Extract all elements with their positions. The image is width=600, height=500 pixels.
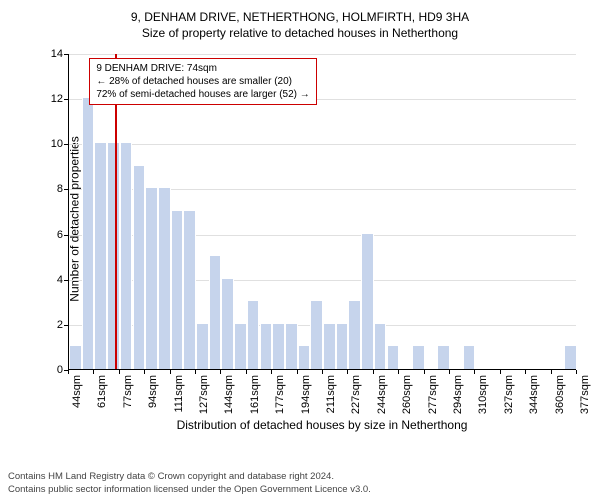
x-tick-label: 77sqm (122, 375, 134, 408)
x-tick-label: 61sqm (96, 375, 108, 408)
gridline (69, 54, 576, 55)
x-tick-label: 277sqm (427, 375, 439, 414)
histogram-bar (348, 301, 361, 369)
x-tick-label: 344sqm (528, 375, 540, 414)
info-line-2: ← 28% of detached houses are smaller (20… (96, 75, 309, 88)
y-tick-label: 2 (57, 319, 63, 331)
footer-line-2: Contains public sector information licen… (8, 484, 371, 496)
x-tick-mark (119, 370, 120, 374)
histogram-bar (120, 143, 133, 369)
histogram-bar (133, 166, 146, 369)
x-tick-mark (271, 370, 272, 374)
y-tick-label: 0 (57, 364, 63, 376)
histogram-bar (336, 324, 349, 369)
x-tick-mark (93, 370, 94, 374)
x-tick-mark (144, 370, 145, 374)
gridline (69, 144, 576, 145)
histogram-bar (196, 324, 209, 369)
info-box: 9 DENHAM DRIVE: 74sqm ← 28% of detached … (89, 58, 316, 105)
histogram-bar (94, 143, 107, 369)
y-tick-label: 12 (51, 93, 63, 105)
histogram-bar (221, 279, 234, 369)
histogram-bar (171, 211, 184, 369)
x-tick-label: 94sqm (147, 375, 159, 408)
histogram-bar (260, 324, 273, 369)
x-tick-label: 144sqm (223, 375, 235, 414)
x-tick-mark (297, 370, 298, 374)
x-axis: Distribution of detached houses by size … (68, 370, 576, 430)
x-tick-mark (246, 370, 247, 374)
x-tick-mark (525, 370, 526, 374)
x-tick-label: 111sqm (173, 375, 185, 413)
y-tick-label: 4 (57, 274, 63, 286)
footer: Contains HM Land Registry data © Crown c… (8, 471, 371, 496)
x-tick-mark (322, 370, 323, 374)
histogram-bar (412, 346, 425, 369)
x-tick-mark (68, 370, 69, 374)
x-tick-label: 360sqm (554, 375, 566, 414)
chart-title: 9, DENHAM DRIVE, NETHERTHONG, HOLMFIRTH,… (8, 10, 592, 24)
x-tick-mark (576, 370, 577, 374)
histogram-bar (437, 346, 450, 369)
x-tick-label: 194sqm (300, 375, 312, 414)
x-tick-mark (474, 370, 475, 374)
x-tick-mark (347, 370, 348, 374)
histogram-bar (323, 324, 336, 369)
x-tick-label: 227sqm (350, 375, 362, 414)
histogram-bar (158, 188, 171, 369)
histogram-bar (285, 324, 298, 369)
x-tick-label: 377sqm (579, 375, 591, 414)
y-tick-label: 10 (51, 138, 63, 150)
x-tick-mark (170, 370, 171, 374)
x-tick-label: 127sqm (198, 375, 210, 414)
x-tick-label: 294sqm (452, 375, 464, 414)
plot-area: 9 DENHAM DRIVE: 74sqm ← 28% of detached … (68, 54, 576, 370)
histogram-bar (209, 256, 222, 369)
histogram-bar (298, 346, 311, 369)
histogram-bar (145, 188, 158, 369)
x-tick-label: 161sqm (249, 375, 261, 414)
y-tick-label: 8 (57, 183, 63, 195)
x-tick-mark (500, 370, 501, 374)
histogram-bar (183, 211, 196, 369)
info-line-1: 9 DENHAM DRIVE: 74sqm (96, 62, 309, 75)
histogram-bar (310, 301, 323, 369)
histogram-bar (82, 98, 95, 369)
x-tick-label: 310sqm (477, 375, 489, 414)
chart-subtitle: Size of property relative to detached ho… (8, 26, 592, 40)
footer-line-1: Contains HM Land Registry data © Crown c… (8, 471, 371, 483)
x-tick-label: 327sqm (503, 375, 515, 414)
y-axis: 02468101214 (8, 54, 68, 370)
y-tick-label: 14 (51, 48, 63, 60)
histogram-bar (107, 143, 120, 369)
info-line-3: 72% of semi-detached houses are larger (… (96, 88, 309, 101)
x-axis-label: Distribution of detached houses by size … (68, 418, 576, 432)
y-tick-label: 6 (57, 229, 63, 241)
x-tick-mark (551, 370, 552, 374)
x-tick-mark (398, 370, 399, 374)
x-tick-mark (424, 370, 425, 374)
x-tick-mark (449, 370, 450, 374)
x-tick-label: 211sqm (325, 375, 337, 413)
histogram-bar (361, 234, 374, 369)
x-tick-label: 260sqm (401, 375, 413, 414)
x-tick-mark (373, 370, 374, 374)
histogram-bar (463, 346, 476, 369)
x-tick-label: 244sqm (376, 375, 388, 414)
histogram-bar (387, 346, 400, 369)
histogram-bar (247, 301, 260, 369)
histogram-bar (69, 346, 82, 369)
x-tick-mark (220, 370, 221, 374)
histogram-bar (272, 324, 285, 369)
histogram-bar (374, 324, 387, 369)
x-tick-mark (195, 370, 196, 374)
histogram-bar (234, 324, 247, 369)
x-tick-label: 44sqm (71, 375, 83, 408)
histogram-bar (564, 346, 577, 369)
x-tick-label: 177sqm (274, 375, 286, 414)
chart-container: 9, DENHAM DRIVE, NETHERTHONG, HOLMFIRTH,… (8, 10, 592, 450)
